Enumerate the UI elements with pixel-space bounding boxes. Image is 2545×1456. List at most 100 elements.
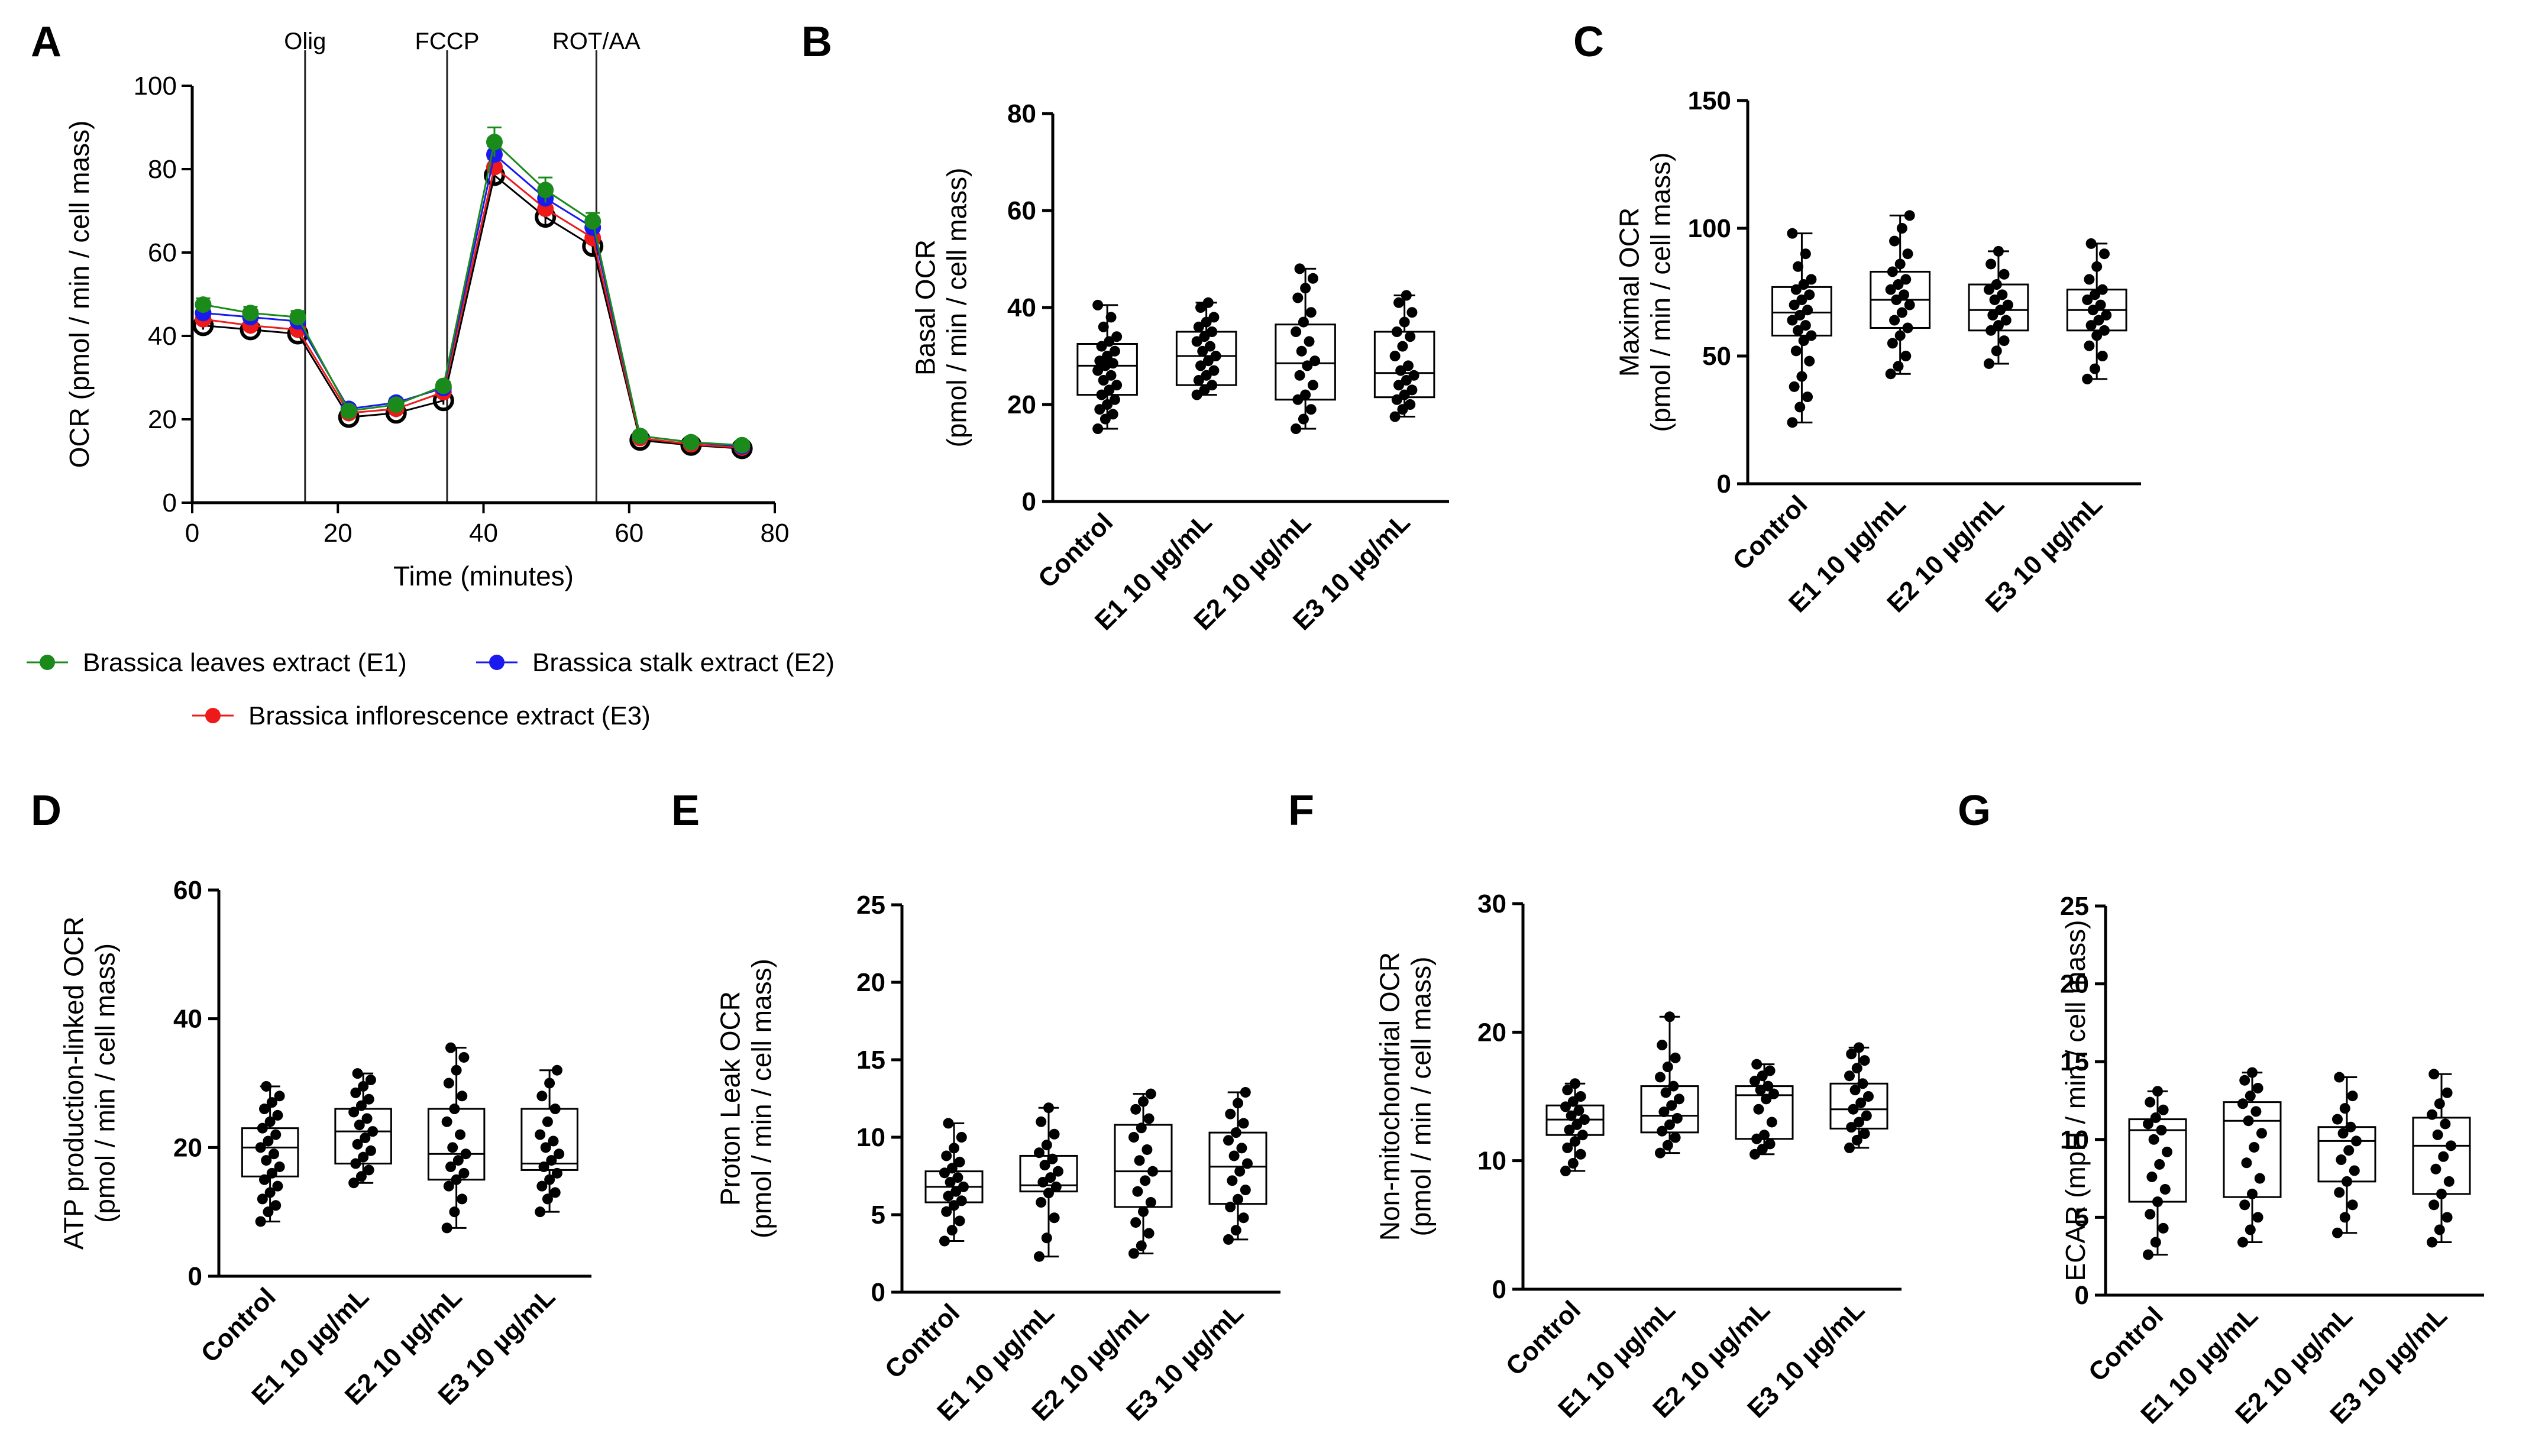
data-point	[259, 1104, 270, 1115]
panel-label-e: E	[671, 787, 700, 834]
data-point	[451, 1174, 462, 1185]
data-point	[274, 1091, 285, 1102]
data-point	[1796, 371, 1807, 382]
data-point	[2254, 1173, 2265, 1184]
data-point	[354, 1119, 365, 1131]
injection-label: ROT/AA	[552, 28, 641, 54]
data-point	[1397, 341, 1408, 352]
data-point	[1389, 351, 1401, 361]
data-point	[269, 1148, 280, 1160]
data-point	[460, 1148, 471, 1160]
legend-marker	[205, 708, 221, 723]
data-point	[1036, 1116, 1047, 1127]
y-tick-label: 40	[148, 322, 177, 351]
data-point	[1570, 1136, 1580, 1147]
data-point	[363, 1164, 374, 1176]
data-point	[1985, 258, 1997, 270]
data-point	[1109, 394, 1120, 405]
data-point	[956, 1195, 967, 1206]
data-point	[1305, 404, 1317, 415]
data-point	[2334, 1187, 2345, 1198]
data-point	[1406, 384, 1418, 396]
data-point	[352, 1068, 363, 1079]
y-tick-label: 30	[1477, 889, 1506, 918]
data-point	[1128, 1132, 1139, 1143]
data-point	[1227, 1175, 1238, 1186]
data-point	[2093, 315, 2104, 326]
category-label: Control	[1727, 490, 1813, 575]
data-point	[1230, 1127, 1241, 1138]
data-point	[1863, 1091, 1874, 1102]
legend: Brassica leaves extract (E1) Brassica sta…	[27, 648, 835, 730]
data-point	[261, 1155, 272, 1166]
data-point	[2245, 1091, 2256, 1102]
data-point	[1098, 375, 1109, 386]
x-tick-label: 60	[615, 519, 643, 548]
data-point	[1408, 370, 1419, 381]
data-point	[1238, 1212, 1249, 1224]
data-point	[2091, 261, 2103, 272]
data-point	[2428, 1069, 2440, 1080]
data-point	[266, 1097, 277, 1108]
data-point	[1291, 326, 1302, 337]
y-tick-label: 20	[173, 1133, 202, 1162]
y-tick-label: 10	[1477, 1147, 1506, 1176]
y-axis-title: ECAR (mpH / min / cell mass)	[2060, 920, 2091, 1282]
data-point	[272, 1180, 283, 1192]
data-point	[2241, 1157, 2252, 1169]
data-point	[358, 1080, 369, 1092]
y-tick-label: 60	[173, 876, 202, 905]
data-point	[2332, 1114, 2343, 1125]
data-point	[1757, 1070, 1768, 1082]
data-point	[457, 1193, 468, 1205]
data-point	[2084, 274, 2095, 285]
y-axis-title-line: Basal OCR	[910, 240, 940, 376]
data-point	[443, 1078, 454, 1089]
y-tick-label: 40	[173, 1005, 202, 1034]
data-point	[1049, 1212, 1060, 1224]
data-point	[1136, 1122, 1147, 1134]
data-point	[2432, 1129, 2443, 1140]
chart-d: 0 20 40 60 ATP production-linked OCR(pmol / …	[58, 876, 591, 1410]
data-point	[2000, 315, 2012, 326]
data-point	[1657, 1040, 1668, 1051]
data-point	[548, 1135, 559, 1147]
data-point	[1102, 399, 1113, 410]
legend-label: Brassica stalk extract (E2)	[532, 648, 835, 677]
data-point	[1995, 305, 2006, 316]
data-point	[954, 1215, 965, 1227]
y-axis-title-line: ECAR (mpH / min / cell mass)	[2060, 920, 2091, 1282]
data-point	[946, 1163, 958, 1174]
y-tick-label: 5	[871, 1201, 885, 1229]
data-point	[1900, 274, 1912, 285]
data-point	[1036, 1197, 1047, 1208]
y-axis-title: Basal OCR(pmol / min / cell mass)	[910, 168, 972, 448]
y-tick-label: 25	[856, 891, 885, 920]
data-point	[1143, 1113, 1155, 1124]
data-point	[1307, 273, 1318, 284]
legend-label: Brassica inflorescence extract (E3)	[248, 701, 651, 730]
chart-f: 0 10 20 30 Non-mitochondrial OCR(pmol / min …	[1374, 889, 1902, 1423]
data-point	[943, 1118, 954, 1129]
data-point	[1397, 404, 1408, 415]
x-axis-title: Time (minutes)	[393, 561, 574, 591]
data-point	[2085, 238, 2097, 249]
data-point	[2441, 1212, 2453, 1223]
data-point	[2427, 1109, 2437, 1120]
data-point	[1764, 1138, 1776, 1150]
y-axis-title-line: ATP production-linked OCR	[58, 917, 89, 1250]
category-label: Control	[1033, 507, 1118, 593]
data-point	[2339, 1212, 2350, 1223]
data-point	[2101, 309, 2112, 321]
data-point	[1902, 322, 1913, 334]
data-point	[2441, 1087, 2453, 1098]
data-point	[1983, 358, 1994, 369]
data-point	[1111, 380, 1123, 391]
data-point	[2332, 1227, 2343, 1238]
y-axis-title: Non-mitochondrial OCR(pmol / min / cell …	[1374, 952, 1436, 1241]
data-point	[2247, 1067, 2258, 1078]
data-point	[350, 1087, 361, 1098]
data-point	[1846, 1049, 1857, 1060]
data-point	[1983, 284, 1994, 295]
